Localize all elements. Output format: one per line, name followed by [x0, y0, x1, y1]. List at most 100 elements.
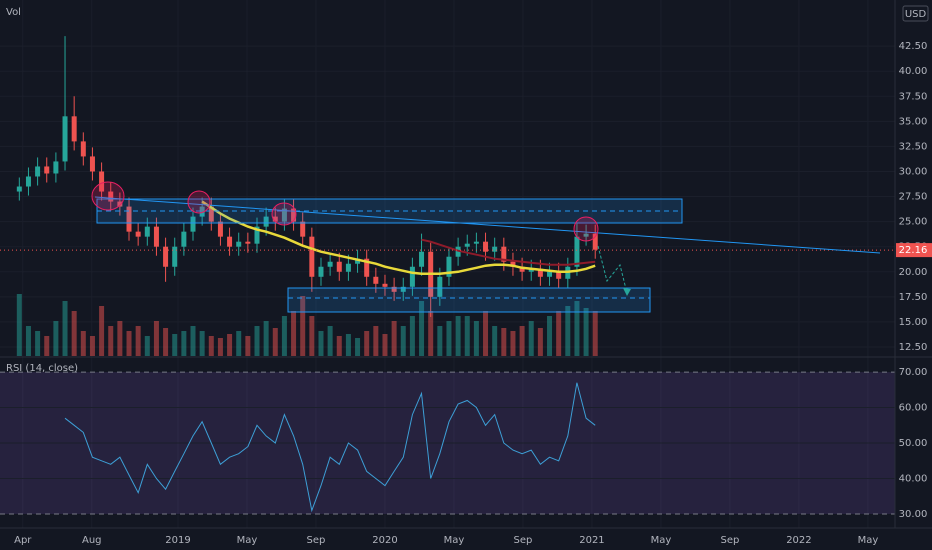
candle-body — [89, 156, 95, 172]
volume-bar — [117, 321, 123, 356]
last-price-label: 22.16 — [899, 245, 928, 256]
rsi-label: RSI (14, close) — [6, 363, 78, 374]
volume-bar — [492, 326, 498, 356]
highlight-circle — [91, 181, 125, 211]
x-tick-label: May — [444, 535, 465, 546]
volume-bar — [382, 334, 388, 356]
x-tick-label: Sep — [307, 535, 326, 546]
volume-bar — [565, 306, 571, 356]
volume-bar — [574, 301, 580, 356]
volume-bar — [217, 338, 223, 356]
volume-bar — [108, 326, 114, 356]
volume-bar — [291, 311, 297, 356]
volume-bar — [208, 336, 214, 356]
candle-body — [44, 166, 50, 174]
candle-body — [208, 206, 214, 222]
candle-body — [199, 206, 205, 217]
volume-bar — [336, 336, 342, 356]
candle-body — [446, 256, 452, 277]
volume-bar — [163, 328, 169, 356]
y-tick-label: 42.50 — [899, 41, 928, 52]
candle-body — [281, 208, 287, 222]
candle-body — [300, 221, 306, 237]
candle-body — [309, 236, 315, 277]
candle-body — [336, 261, 342, 272]
candle-body — [35, 166, 41, 177]
rsi-line — [64, 382, 596, 513]
volume-bar — [53, 321, 59, 356]
volume-bar — [537, 328, 543, 356]
moving-average — [201, 200, 596, 276]
volume-bar — [263, 321, 269, 356]
y-tick-label: 20.00 — [899, 267, 928, 278]
volume-bar — [245, 336, 251, 356]
candle-body — [382, 283, 388, 287]
candle-body — [327, 261, 333, 267]
candle-body — [190, 216, 196, 232]
y-tick-label: 35.00 — [899, 116, 928, 127]
volume-bar — [190, 326, 196, 356]
candle-body — [556, 271, 562, 279]
currency-label: USD — [905, 9, 927, 20]
candle-body — [25, 176, 31, 187]
volume-bar — [400, 326, 406, 356]
volume — [16, 294, 598, 356]
candle-body — [135, 231, 141, 237]
volume-bar — [199, 331, 205, 356]
candle-body — [355, 258, 361, 264]
volume-bar — [181, 331, 187, 356]
candle-body — [510, 261, 516, 267]
volume-bar — [281, 316, 287, 356]
candle-body — [501, 246, 507, 262]
moving-average — [421, 238, 596, 266]
candle-body — [245, 241, 251, 244]
candle-body — [71, 116, 77, 142]
candle-body — [364, 258, 370, 277]
volume-label: Vol — [6, 7, 21, 18]
volume-bar — [501, 328, 507, 356]
volume-bar — [309, 316, 315, 356]
projection-arrow — [597, 245, 628, 294]
y-tick-label: 30.00 — [899, 166, 928, 177]
volume-bar — [419, 301, 425, 356]
candle-body — [62, 116, 68, 162]
y-tick-label: 37.50 — [899, 91, 928, 102]
candle-body — [291, 208, 297, 222]
candle-body — [528, 268, 534, 272]
x-tick-label: 2020 — [372, 535, 397, 546]
arrow-head — [623, 288, 631, 296]
volume-bar — [519, 326, 525, 356]
volume-bar — [71, 311, 77, 356]
volume-bar — [547, 316, 553, 356]
candle-body — [318, 266, 324, 277]
volume-bar — [135, 326, 141, 356]
highlight-circle — [271, 202, 297, 226]
x-tick-label: May — [651, 535, 672, 546]
candle-body — [227, 236, 233, 247]
candle-body — [126, 206, 132, 232]
trend-line — [94, 196, 881, 254]
candle-body — [437, 276, 443, 297]
volume-bar — [355, 338, 361, 356]
volume-bar — [236, 331, 242, 356]
candle-body — [144, 226, 150, 237]
candle-body — [400, 286, 406, 292]
drawings — [91, 181, 881, 313]
candle-body — [236, 241, 242, 247]
volume-bar — [300, 296, 306, 356]
highlight-circle — [187, 190, 211, 214]
x-tick-label: 2022 — [786, 535, 811, 546]
volume-bar — [172, 334, 178, 356]
volume-bar — [272, 328, 278, 356]
candle-body — [419, 251, 425, 267]
x-tick-label: Sep — [514, 535, 533, 546]
volume-bar — [89, 336, 95, 356]
candle-body — [464, 243, 470, 247]
volume-bar — [373, 326, 379, 356]
candle-body — [254, 226, 260, 244]
x-tick-label: 2021 — [579, 535, 604, 546]
candle-body — [117, 201, 123, 207]
currency-box — [902, 5, 929, 22]
highlight-circle — [573, 216, 599, 242]
